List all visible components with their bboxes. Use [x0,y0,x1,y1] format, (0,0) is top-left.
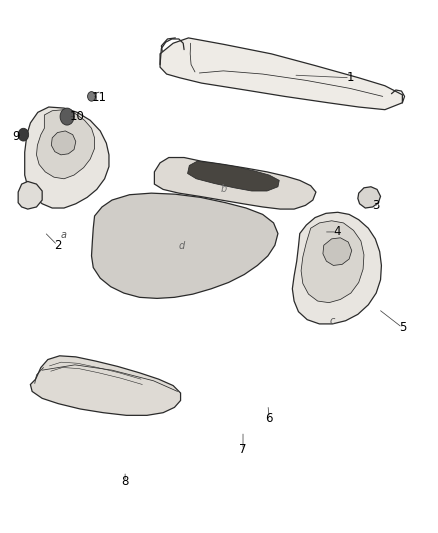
Text: c: c [330,316,335,326]
Text: 7: 7 [239,443,247,456]
Text: 9: 9 [12,130,20,143]
Text: 10: 10 [70,110,85,123]
Polygon shape [301,221,364,303]
Text: 5: 5 [399,321,406,334]
Text: 11: 11 [92,92,106,104]
Circle shape [60,108,74,125]
Text: 4: 4 [333,225,341,238]
Polygon shape [160,38,403,110]
Circle shape [18,128,28,141]
Text: 2: 2 [54,239,61,252]
Text: a: a [61,230,67,240]
Text: 6: 6 [265,411,273,424]
Polygon shape [292,212,381,324]
Circle shape [88,92,95,101]
Text: 8: 8 [121,475,129,488]
Polygon shape [92,193,278,298]
Polygon shape [18,181,42,209]
Polygon shape [187,161,279,191]
Polygon shape [154,158,316,209]
Polygon shape [51,131,76,155]
Text: 3: 3 [372,199,380,212]
Polygon shape [30,356,180,415]
Text: d: d [179,241,185,251]
Polygon shape [323,238,352,265]
Text: 1: 1 [346,71,354,84]
Text: b: b [221,184,227,195]
Polygon shape [25,107,109,208]
Polygon shape [36,110,95,179]
Polygon shape [358,187,381,208]
